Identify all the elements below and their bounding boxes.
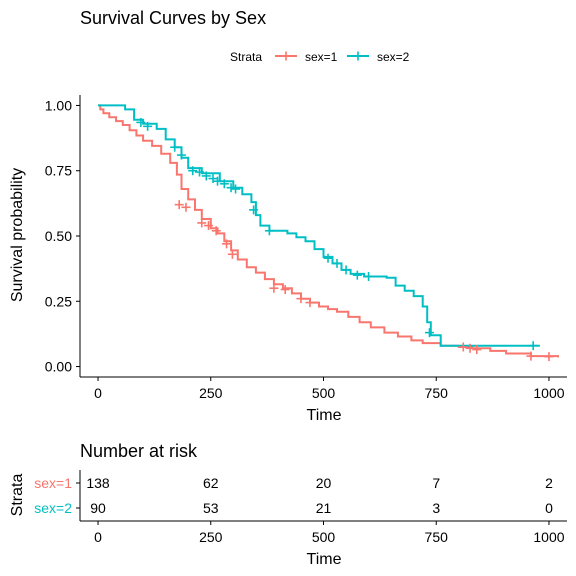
risk-count: 0 [545,500,553,516]
censor-mark [176,150,186,160]
risk-row-label: sex=2 [34,500,72,516]
curve-sex2 [98,104,540,347]
censor-mark [526,351,536,361]
censor-mark [211,226,221,236]
censor-mark [458,342,468,352]
x-tick-label: 0 [94,385,102,401]
y-tick-label: 0.00 [45,359,72,375]
censor-mark [222,239,232,249]
censor-mark [226,183,236,193]
censor-mark [143,121,153,131]
censor-mark [170,142,180,152]
censor-mark [194,167,204,177]
censor-mark [269,283,279,293]
x-tick-label: 1000 [533,385,564,401]
censor-mark [188,166,198,176]
risk-count: 2 [545,475,553,491]
risk-count: 21 [316,500,332,516]
y-tick-label: 1.00 [45,97,72,113]
censor-mark [181,202,191,212]
censor-mark [219,179,229,189]
risk-x-tick-label: 750 [425,529,449,545]
censor-mark [352,270,362,280]
censor-mark [465,343,475,353]
risk-table-title: Number at risk [80,441,198,461]
censor-mark [204,221,214,231]
censor-mark [208,174,218,184]
risk-x-tick-label: 0 [94,529,102,545]
censor-mark [201,171,211,181]
x-tick-label: 250 [199,385,223,401]
risk-count: 138 [86,475,110,491]
legend-label: sex=1 [305,50,338,64]
risk-x-tick-label: 1000 [533,529,564,545]
censor-mark [341,265,351,275]
curve-sex1 [98,104,559,358]
legend: Strata sex=1 sex=2 [230,50,410,64]
legend-label: sex=2 [377,50,410,64]
risk-count: 62 [203,475,219,491]
censor-mark [528,341,538,351]
censor-mark [323,253,333,263]
censor-mark [472,345,482,355]
chart-title: Survival Curves by Sex [80,8,266,28]
risk-count: 90 [90,500,106,516]
y-tick-label: 0.75 [45,163,72,179]
censor-mark [231,184,241,194]
risk-x-tick-label: 500 [312,529,336,545]
x-axis-title: Time [307,407,342,424]
y-tick-label: 0.50 [45,228,72,244]
risk-row-label: sex=1 [34,475,72,491]
censor-mark [264,226,274,236]
risk-x-axis-title: Time [307,551,342,568]
risk-x-tick-label: 250 [199,529,223,545]
legend-entry: sex=1 [275,50,338,64]
censor-mark [280,285,290,295]
censor-mark [174,200,184,210]
censor-mark [213,176,223,186]
legend-title: Strata [230,50,262,64]
risk-y-axis-title: Strata [9,474,26,517]
y-axis-title: Survival probability [9,168,26,302]
risk-count: 3 [432,500,440,516]
censor-mark [305,298,315,308]
legend-entry: sex=2 [347,50,410,64]
y-tick-label: 0.25 [45,293,72,309]
x-tick-label: 750 [425,385,449,401]
risk-count: 20 [316,475,332,491]
risk-count: 53 [203,500,219,516]
x-tick-label: 500 [312,385,336,401]
censor-mark [296,294,306,304]
censor-mark [544,352,554,362]
censor-mark [332,258,342,268]
censor-mark [227,249,237,259]
censor-mark [136,117,146,127]
censor-mark [197,218,207,228]
censor-mark [249,205,259,215]
risk-count: 7 [432,475,440,491]
censor-mark [424,328,434,338]
plot-area [98,104,559,362]
censor-mark [364,271,374,281]
